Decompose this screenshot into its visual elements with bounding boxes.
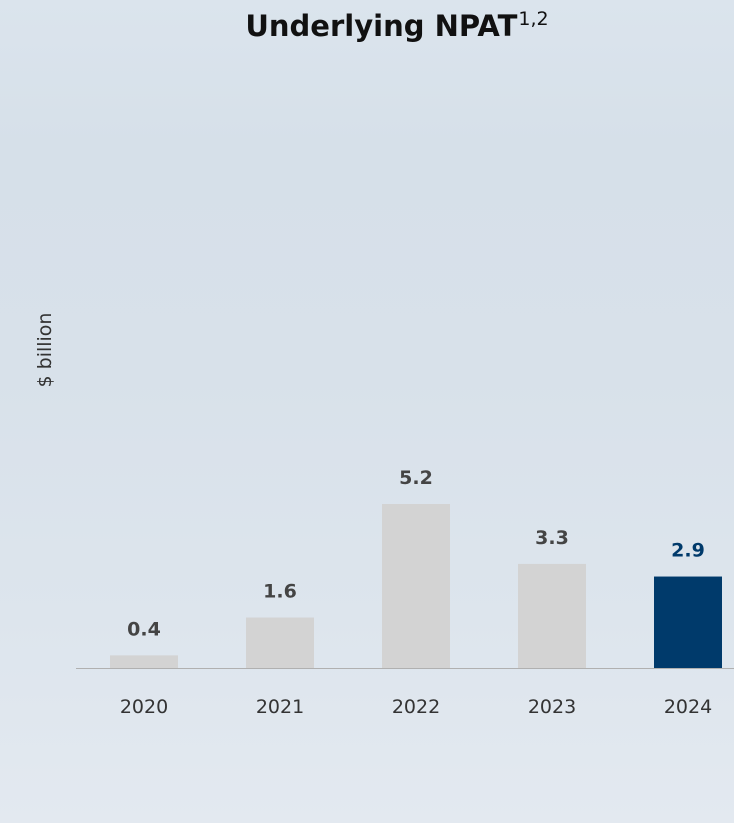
chart-title: Underlying NPAT1,2: [0, 8, 734, 43]
x-tick-label-2023: 2023: [528, 696, 576, 718]
bar-2022: [382, 504, 450, 668]
value-label-2024: 2.9: [671, 540, 705, 562]
bars-group: [110, 504, 722, 668]
bar-2020: [110, 655, 178, 668]
value-labels: 0.4 1.6 5.2 3.3 2.9: [127, 467, 705, 640]
value-label-2023: 3.3: [535, 527, 569, 549]
x-tick-label-2020: 2020: [120, 696, 168, 718]
value-label-2021: 1.6: [263, 581, 297, 603]
chart-title-text: Underlying NPAT: [245, 9, 518, 43]
x-tick-label-2024: 2024: [664, 696, 712, 718]
bar-2023: [518, 563, 586, 668]
bar-2024: [654, 576, 722, 668]
x-tick-label-2021: 2021: [256, 696, 304, 718]
value-label-2020: 0.4: [127, 618, 161, 640]
bar-2021: [246, 617, 314, 668]
title-superscript: 1,2: [518, 8, 549, 30]
value-label-2022: 5.2: [399, 467, 433, 489]
x-tick-label-2022: 2022: [392, 696, 440, 718]
x-tick-labels: 2020 2021 2022 2023 2024: [120, 696, 712, 718]
